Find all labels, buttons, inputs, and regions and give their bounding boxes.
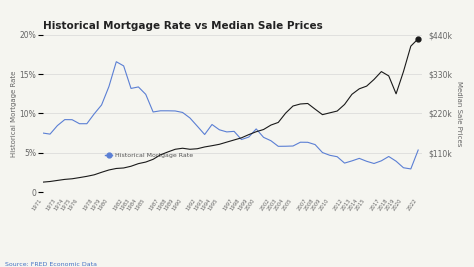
Y-axis label: Historical Mortgage Rate: Historical Mortgage Rate [11,70,17,157]
Legend: Historical Mortgage Rate: Historical Mortgage Rate [102,150,195,161]
Y-axis label: Median Sale Prices: Median Sale Prices [456,81,462,146]
Text: Historical Mortgage Rate vs Median Sale Prices: Historical Mortgage Rate vs Median Sale … [43,21,322,31]
Text: Source: FRED Economic Data: Source: FRED Economic Data [5,262,97,267]
